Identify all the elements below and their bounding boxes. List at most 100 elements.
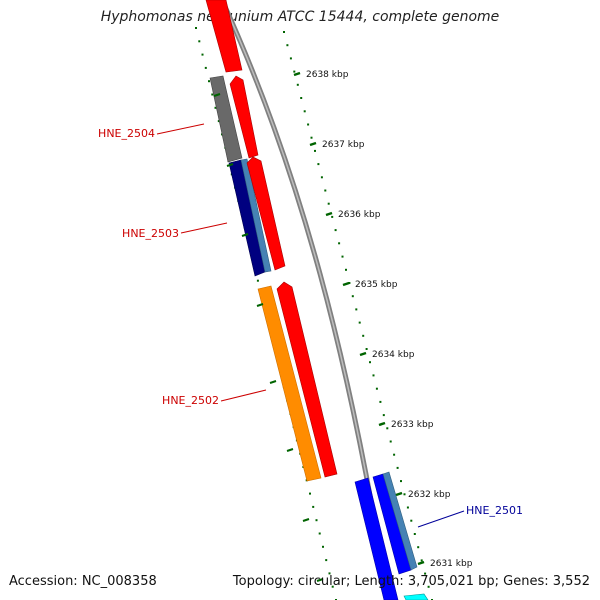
ruler-dot — [325, 559, 328, 562]
ruler-tick-label: 2637 kbp — [322, 140, 365, 150]
gene-label: HNE_2502 — [162, 394, 219, 407]
ruler-tick — [417, 560, 425, 566]
ruler-dot — [331, 215, 334, 218]
ruler-dot — [312, 505, 315, 508]
ruler-dot — [322, 545, 324, 548]
gene-hne-2503-light — [240, 158, 272, 273]
ruler-dot — [324, 189, 327, 192]
ruler-dot — [369, 361, 371, 364]
gene-label: HNE_2503 — [122, 227, 179, 240]
inner-ruler-tick — [269, 380, 277, 384]
gene-hne-2504 — [209, 75, 243, 163]
ruler-dot — [328, 572, 331, 575]
ruler-tick — [342, 281, 350, 287]
ruler-dot — [315, 519, 318, 522]
ruler-tick-label: 2634 kbp — [372, 350, 415, 360]
gene-hne-2501-c — [382, 471, 418, 571]
ruler-tick — [293, 71, 301, 77]
gene-hne-2502 — [257, 285, 322, 482]
ruler-ticks: 2638 kbp 2637 kbp 2636 kbp 2635 kbp 2634 kbp… — [213, 70, 473, 582]
ruler-tick-label: 2638 kbp — [306, 70, 349, 80]
ruler-dot — [393, 453, 396, 456]
ruler-dot — [286, 44, 289, 47]
ruler-dot — [403, 493, 406, 496]
ruler-dot — [338, 242, 341, 245]
accession-text: Accession: NC_008358 — [9, 574, 157, 589]
ruler-tick — [359, 351, 367, 357]
ruler-dot — [362, 334, 365, 337]
ruler-dot — [208, 80, 210, 83]
ruler-dot — [396, 466, 399, 469]
ruler-dot — [204, 66, 207, 69]
ruler-dot — [420, 559, 423, 562]
ruler-dot — [386, 427, 389, 430]
gene-hne-2501-a — [354, 477, 399, 600]
ruler-dot — [379, 400, 382, 403]
ruler-dot — [309, 492, 311, 495]
ruler-tick — [395, 491, 403, 497]
ruler-dot — [365, 348, 368, 350]
ruler-dot — [355, 308, 358, 311]
ruler-tick-label: 2633 kbp — [391, 420, 434, 430]
inner-ruler-tick — [302, 518, 310, 522]
ruler-dot — [314, 149, 316, 152]
ruler-dot — [406, 506, 409, 509]
gene-label-leader — [156, 123, 205, 135]
gene-block-bottom-cyan — [403, 593, 429, 600]
gene-block-top-red — [205, 0, 243, 73]
ruler-dot — [211, 93, 214, 96]
ruler-dot — [296, 83, 299, 86]
ruler-dot — [300, 97, 303, 99]
ruler-dot — [417, 546, 420, 549]
ruler-dot — [283, 31, 285, 33]
inner-ruler-tick — [256, 303, 264, 307]
ruler-dot — [320, 176, 323, 179]
ruler-dot — [382, 414, 385, 417]
gene-label-leader — [220, 389, 267, 402]
ruler-dot — [318, 532, 321, 535]
ruler-dot — [331, 585, 334, 588]
gene-label-leader — [180, 222, 228, 234]
ruler-dot — [389, 440, 392, 443]
ruler-dot — [400, 480, 402, 483]
ruler-dot — [424, 572, 427, 575]
ruler-dot — [351, 295, 354, 298]
inner-ruler-tick — [286, 448, 294, 452]
gene-label: HNE_2504 — [98, 127, 155, 140]
ruler-dot — [256, 279, 259, 282]
outer-ruler-dotted-line — [283, 31, 433, 600]
inner-ruler-tick — [316, 578, 324, 582]
ruler-dot — [413, 533, 416, 535]
ruler-dot — [427, 585, 430, 588]
ruler-dot — [317, 163, 320, 166]
ruler-dot — [289, 57, 292, 60]
ruler-dot — [201, 53, 204, 56]
gene-label: HNE_2501 — [466, 504, 523, 517]
ruler-dot — [375, 387, 378, 390]
ruler-dot — [334, 229, 337, 232]
ruler-tick-label: 2632 kbp — [408, 490, 451, 500]
ruler-dot — [410, 519, 413, 522]
ruler-dot — [195, 27, 197, 29]
map-title: Hyphomonas neptunium ATCC 15444, complet… — [100, 9, 500, 25]
ruler-tick-label: 2631 kbp — [430, 559, 473, 569]
cds-arrow-2 — [246, 156, 286, 271]
ruler-tick — [378, 421, 386, 427]
ruler-dot — [293, 70, 296, 73]
ruler-dot — [348, 282, 351, 284]
ruler-dot — [303, 110, 306, 113]
ruler-dot — [214, 106, 217, 109]
genome-summary-text: Topology: circular; Length: 3,705,021 bp… — [232, 574, 590, 589]
ruler-tick-label: 2636 kbp — [338, 210, 381, 220]
inner-ruler-tick — [241, 233, 249, 237]
ruler-tick — [309, 141, 317, 147]
ruler-dot — [341, 255, 344, 258]
feature-tracks — [205, 0, 429, 600]
gene-label-leader — [417, 510, 465, 528]
ruler-dot — [372, 374, 375, 377]
cds-arrow-3 — [276, 281, 338, 478]
ruler-dot — [217, 120, 220, 123]
ruler-dot — [358, 321, 361, 324]
ruler-dot — [307, 123, 310, 126]
